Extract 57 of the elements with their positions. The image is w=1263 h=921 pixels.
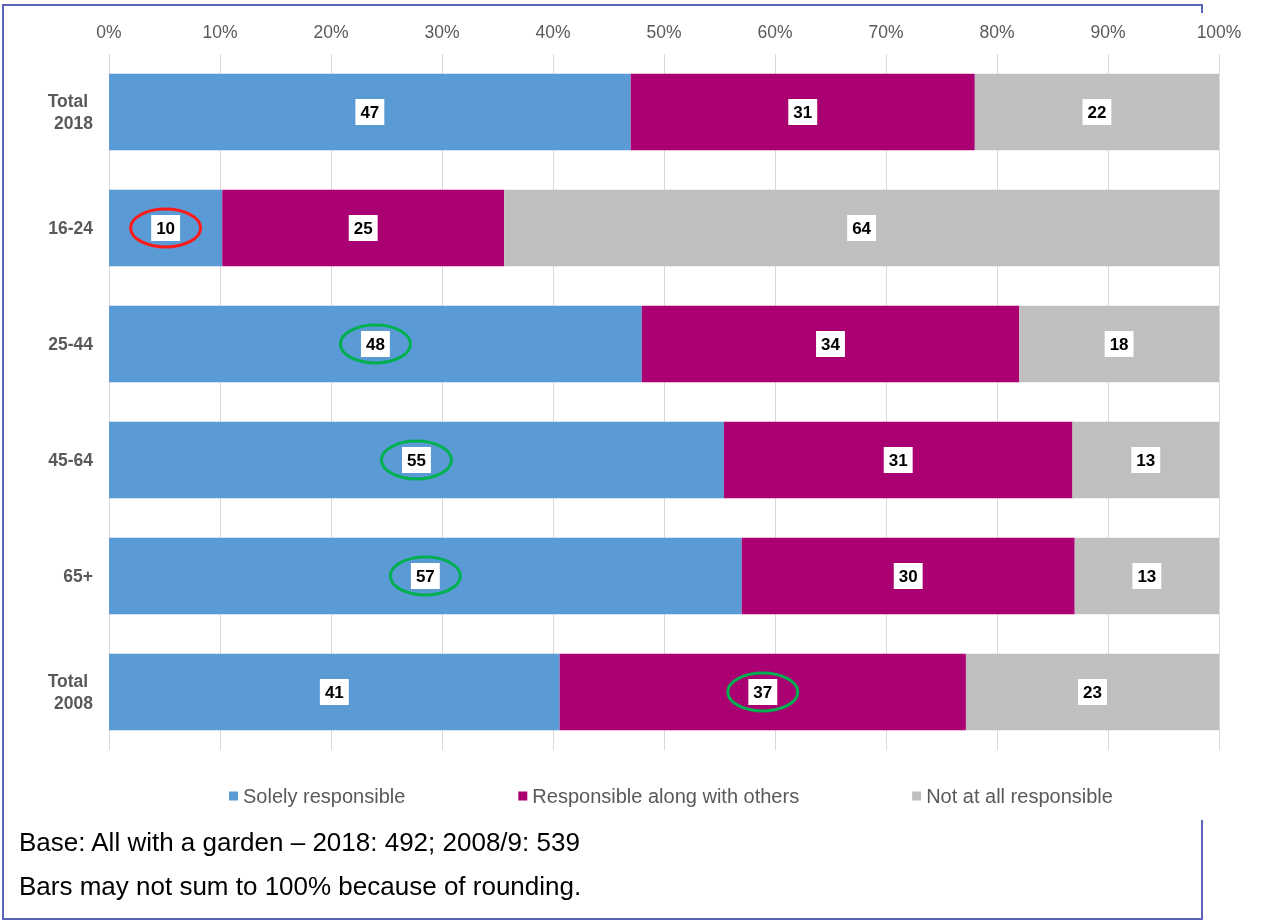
x-tick-label: 100% (1196, 22, 1242, 42)
bar (723, 421, 1073, 499)
data-label: 18 (1109, 334, 1129, 354)
bar (974, 73, 1219, 151)
data-label: 57 (415, 566, 435, 586)
legend-label: Not at all responsible (926, 785, 1113, 807)
data-label: 30 (898, 566, 918, 586)
bar (109, 421, 724, 499)
x-tick-label: 70% (868, 22, 904, 42)
data-label: 47 (360, 102, 380, 122)
bar (222, 189, 505, 267)
data-label: 13 (1137, 566, 1157, 586)
bar (1072, 421, 1219, 499)
data-label: 64 (852, 218, 872, 238)
data-label: 31 (888, 450, 908, 470)
bar (1074, 537, 1219, 615)
x-tick-label: 60% (757, 22, 793, 42)
x-tick-label: 40% (535, 22, 571, 42)
data-label: 13 (1136, 450, 1156, 470)
bar (109, 73, 631, 151)
data-label: 41 (324, 682, 344, 702)
data-label: 55 (407, 450, 426, 470)
data-label: 31 (793, 102, 813, 122)
data-label: 22 (1087, 102, 1107, 122)
bar (559, 653, 966, 731)
legend-label: Responsible along with others (532, 785, 800, 807)
y-tick-label: Total 2018 (47, 91, 94, 133)
y-tick-label: 25-44 (48, 334, 94, 354)
bar (1019, 305, 1219, 383)
x-tick-label: 30% (424, 22, 460, 42)
y-tick-label: 65+ (63, 566, 93, 586)
data-label: 37 (753, 682, 773, 702)
x-tick-label: 20% (313, 22, 349, 42)
x-tick-label: 10% (202, 22, 238, 42)
data-label: 23 (1083, 682, 1102, 702)
x-tick-label: 90% (1090, 22, 1126, 42)
y-tick-label: Total 2008 (47, 671, 94, 713)
data-label: 48 (365, 334, 385, 354)
bar (965, 653, 1219, 731)
y-tick-label: 45-64 (48, 450, 94, 470)
legend-label: Solely responsible (243, 785, 406, 807)
bar (641, 305, 1020, 383)
bar (630, 73, 975, 151)
x-tick-label: 80% (979, 22, 1015, 42)
text: Bars may not sum to 100% because of rounding. (19, 871, 582, 901)
bar (504, 189, 1219, 267)
bar (741, 537, 1075, 615)
y-tick-label: 16-24 (48, 218, 94, 238)
data-label: 34 (821, 334, 841, 354)
bar (109, 537, 742, 615)
text: Base: All with a garden – 2018: 492; 2008/9: 539 (19, 827, 580, 857)
data-label: 10 (156, 218, 176, 238)
bar (109, 653, 560, 731)
bar (109, 305, 642, 383)
data-label: 25 (353, 218, 373, 238)
x-tick-label: 0% (96, 22, 122, 42)
x-tick-label: 50% (646, 22, 682, 42)
